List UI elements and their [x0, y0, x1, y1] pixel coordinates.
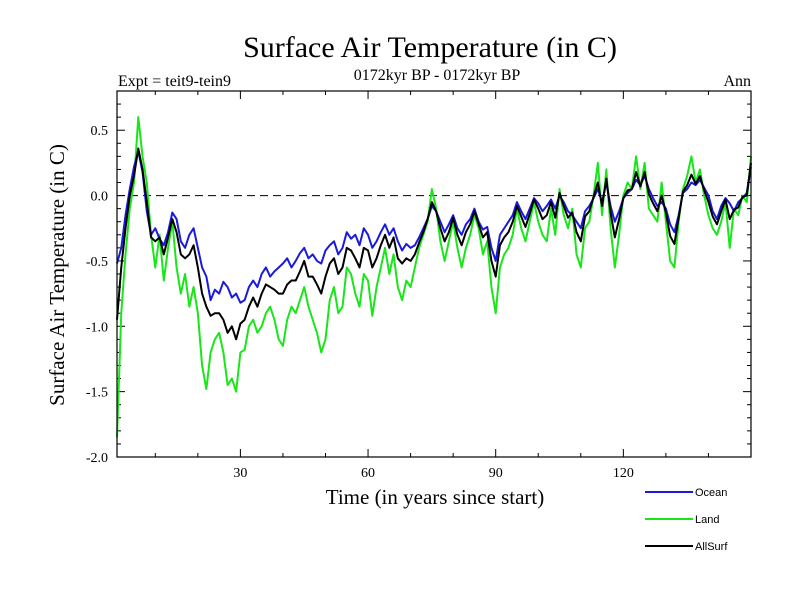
y-tick-label: 0.0	[91, 190, 109, 205]
y-axis-label: Surface Air Temperature (in C)	[45, 144, 69, 406]
period-label: 0172kyr BP - 0172kyr BP	[354, 67, 521, 84]
y-tick-label: 0.5	[91, 124, 109, 139]
axis-ticks: 30 60 90 120 -2.0 -1.5 -1.0 -0.5 0.0 0.5	[86, 91, 751, 481]
legend: Ocean Land AllSurf	[645, 487, 728, 553]
plot-frame	[116, 90, 752, 458]
legend-label-allsurf: AllSurf	[695, 541, 728, 553]
series-line-ocean	[116, 150, 752, 304]
experiment-label: Expt = teit9-tein9	[118, 73, 231, 90]
y-tick-label: -2.0	[86, 451, 108, 466]
series-line-land	[116, 116, 752, 438]
legend-label-land: Land	[695, 514, 719, 526]
x-tick-label: 60	[361, 466, 375, 481]
legend-label-ocean: Ocean	[695, 487, 727, 499]
y-tick-label: -0.5	[86, 255, 108, 270]
series-lines	[116, 116, 752, 438]
series-line-allsurf	[116, 147, 752, 341]
x-tick-label: 120	[613, 466, 634, 481]
season-label: Ann	[723, 73, 751, 90]
y-tick-label: -1.0	[86, 320, 108, 335]
chart-title: Surface Air Temperature (in C)	[243, 31, 617, 64]
x-tick-label: 30	[233, 466, 247, 481]
x-tick-label: 90	[489, 466, 503, 481]
x-axis-label: Time (in years since start)	[326, 485, 545, 509]
y-tick-label: -1.5	[86, 386, 108, 401]
